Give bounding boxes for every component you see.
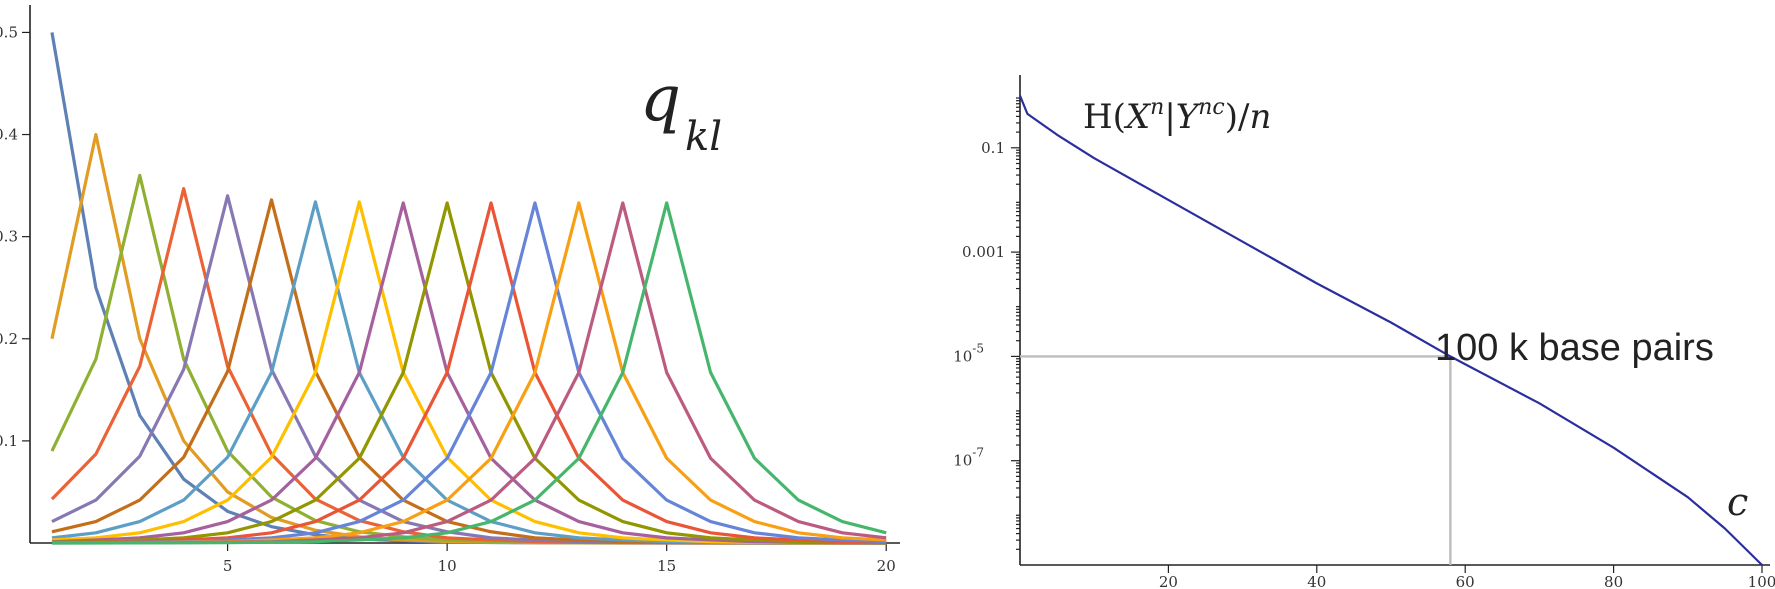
tick-base: 10 [953,452,972,470]
left-x-ticks: 5 10 15 20 [223,543,896,575]
series-line-12 [51,201,887,545]
annotation-label: 100 k base pairs [1435,327,1714,369]
series-line-10 [51,201,887,545]
left-x-tick-label: 10 [438,557,457,575]
left-y-tick-label: 0.5 [0,23,18,41]
left-y-tick-label: 0.2 [0,330,18,348]
right-x-tick-label: 100 [1748,573,1775,589]
right-guide-lines [1020,355,1452,565]
right-x-tick-label: 40 [1307,573,1326,589]
right-y-tick-label: 0.001 [962,243,1005,261]
series-line-7 [51,200,887,545]
series-line-13 [51,201,887,545]
left-y-tick-label: 0.3 [0,228,18,246]
right-y-tick-label: 10-5 [953,341,984,365]
left-y-tick-label: 0.1 [0,432,18,450]
entropy-curve [1018,95,1763,566]
left-x-tick-label: 20 [877,557,896,575]
right-series-group [1018,95,1763,566]
series-line-6 [51,198,887,545]
right-minor-ticks [1016,97,1020,550]
series-line-5 [51,194,887,545]
left-chart-title-subscript: kl [685,114,722,160]
left-y-ticks: 0.1 0.2 0.3 0.4 0.5 [0,23,30,450]
series-line-3 [50,173,887,545]
right-x-ticks: 20 40 60 80 100 [1159,565,1775,589]
left-x-tick-label: 5 [223,557,233,575]
right-chart-title: H(Xn|Ync)/n [1083,95,1271,137]
tick-base: 10 [953,347,972,365]
right-x-tick-label: 60 [1456,573,1475,589]
left-series-group [50,32,887,545]
series-line-9 [51,201,887,545]
series-line-14 [51,201,887,545]
right-x-tick-label: 80 [1604,573,1623,589]
left-chart-title: q [640,62,681,136]
series-line-15 [51,201,887,545]
right-y-tick-label: 10-7 [953,446,984,470]
x-axis-label-c: c [1727,480,1748,524]
tick-exponent: -5 [972,341,984,355]
series-line-11 [51,201,887,545]
series-line-2 [50,132,887,545]
left-line-chart: 5 10 15 20 0.1 0.2 0.3 0.4 0.5 q kl [0,5,900,575]
right-x-tick-label: 20 [1159,573,1178,589]
series-line-4 [50,187,887,545]
left-y-tick-label: 0.4 [0,126,18,144]
left-x-tick-label: 15 [657,557,676,575]
series-line-8 [51,200,887,545]
tick-exponent: -7 [972,446,984,460]
right-y-tick-label: 0.1 [981,139,1005,157]
